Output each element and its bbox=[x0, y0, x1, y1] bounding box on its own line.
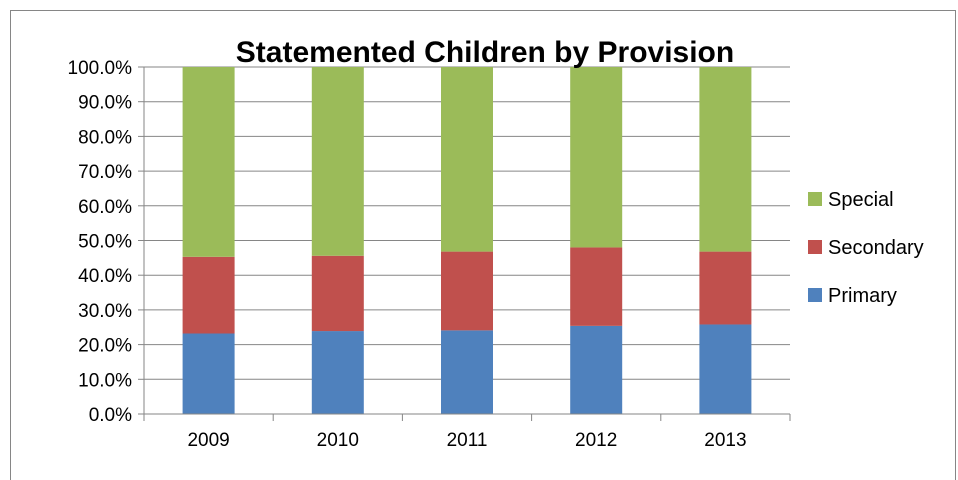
y-tick-label: 30.0% bbox=[78, 301, 132, 322]
legend-swatch-primary bbox=[808, 288, 822, 302]
bar-segment-special-2012 bbox=[570, 67, 623, 248]
x-tick-label: 2011 bbox=[447, 430, 488, 451]
y-tick-label: 10.0% bbox=[78, 370, 132, 391]
legend: Special Secondary Primary bbox=[808, 189, 924, 307]
x-tick-label: 2013 bbox=[704, 430, 746, 451]
legend-label-special: Special bbox=[828, 189, 894, 211]
x-tick-label: 2010 bbox=[317, 430, 359, 451]
bar-segment-special-2010 bbox=[311, 67, 364, 256]
y-tick-label: 60.0% bbox=[78, 197, 132, 218]
bar-segment-primary-2011 bbox=[441, 330, 493, 414]
y-tick-label: 20.0% bbox=[78, 336, 132, 357]
y-tick-label: 80.0% bbox=[78, 127, 132, 148]
bar-segment-secondary-2011 bbox=[441, 251, 493, 331]
legend-label-secondary: Secondary bbox=[828, 237, 924, 259]
bar-segment-secondary-2010 bbox=[311, 255, 364, 332]
bar-segment-primary-2012 bbox=[570, 325, 623, 414]
legend-swatch-special bbox=[808, 192, 822, 206]
y-tick-label: 50.0% bbox=[78, 232, 132, 253]
bar-segment-special-2013 bbox=[699, 67, 752, 252]
y-tick-label: 40.0% bbox=[78, 266, 132, 287]
axes bbox=[138, 66, 791, 421]
bar-segment-special-2011 bbox=[441, 67, 493, 252]
y-tick-label: 0.0% bbox=[89, 405, 132, 426]
legend-label-primary: Primary bbox=[828, 285, 897, 307]
y-tick-label: 90.0% bbox=[78, 93, 132, 114]
bar-segment-primary-2010 bbox=[311, 331, 364, 414]
x-tick-label: 2012 bbox=[575, 430, 617, 451]
legend-swatch-secondary bbox=[808, 240, 822, 254]
bars bbox=[182, 67, 752, 414]
bar-segment-secondary-2013 bbox=[699, 251, 752, 325]
bar-segment-special-2009 bbox=[182, 67, 235, 257]
y-axis-tick-labels: 0.0% 10.0% 20.0% 30.0% 40.0% 50.0% 60.0% 70.0% 8… bbox=[68, 58, 133, 426]
chart-title: Statemented Children by Provision bbox=[236, 36, 734, 69]
bar-segment-primary-2013 bbox=[699, 324, 752, 414]
bar-segment-primary-2009 bbox=[182, 333, 235, 414]
bar-segment-secondary-2012 bbox=[570, 247, 623, 326]
x-tick-label: 2009 bbox=[187, 430, 229, 451]
bar-segment-secondary-2009 bbox=[182, 256, 235, 334]
x-axis-tick-labels: 2009 2010 2011 2012 2013 bbox=[187, 430, 746, 451]
y-tick-label: 100.0% bbox=[68, 58, 133, 79]
y-tick-label: 70.0% bbox=[78, 162, 132, 183]
